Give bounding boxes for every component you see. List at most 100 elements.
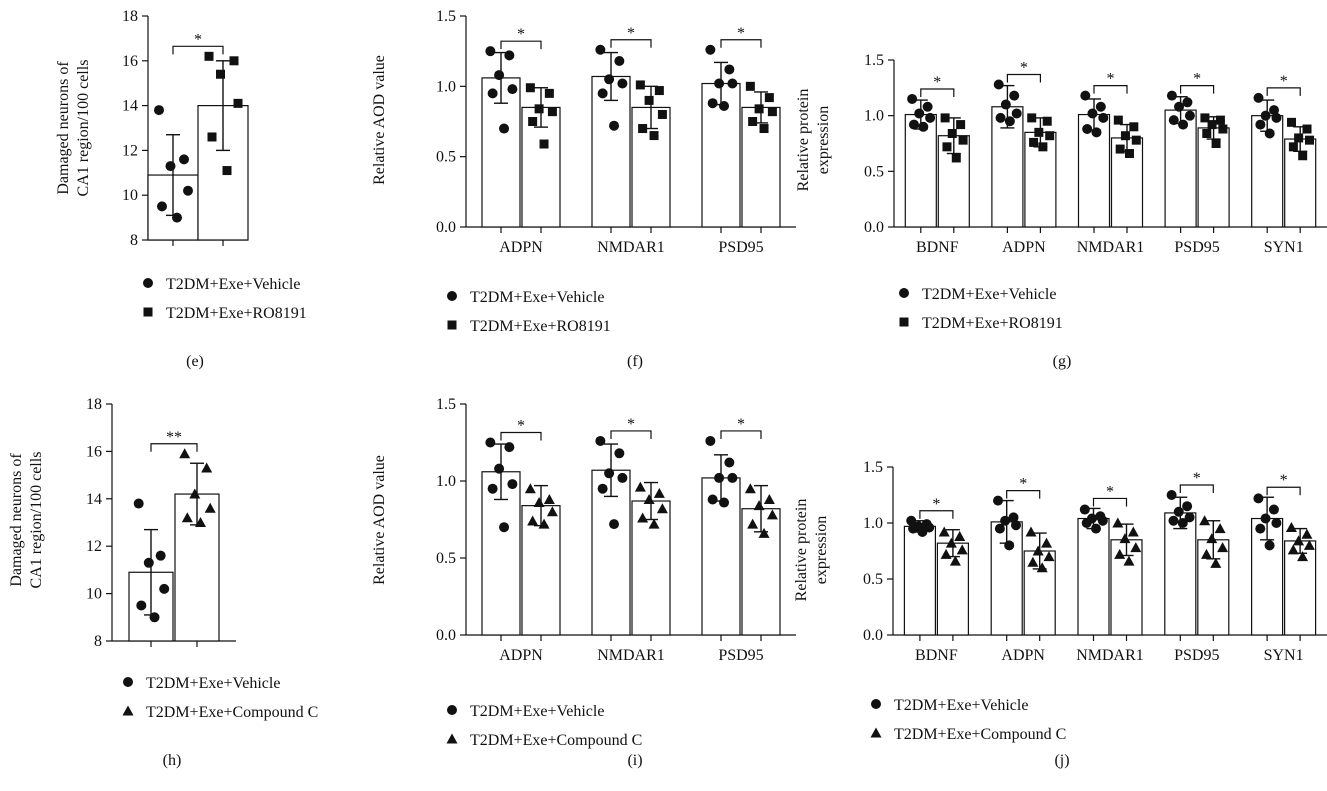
data-point (1199, 515, 1211, 526)
significance-label: * (933, 74, 941, 91)
data-point (604, 74, 615, 85)
y-tick-label: 8 (130, 232, 138, 249)
y-axis-label: Damaged neurons of CA1 region/100 cells (55, 60, 92, 197)
data-point (507, 479, 518, 490)
data-point (951, 153, 961, 163)
data-point (201, 462, 213, 473)
data-point (1027, 556, 1039, 567)
significance-bracket (1006, 490, 1041, 499)
x-tick-label: PSD95 (1174, 239, 1219, 256)
data-point (1264, 128, 1275, 139)
data-point (1000, 515, 1011, 526)
data-point (1215, 115, 1225, 125)
y-axis-label-line: Damaged neurons of (8, 453, 25, 587)
data-point (504, 442, 515, 453)
panel-label: (e) (186, 353, 204, 370)
data-point (222, 166, 232, 176)
data-point (954, 530, 966, 541)
bar (1077, 517, 1110, 636)
y-tick-label: 14 (86, 491, 102, 508)
legend-label: T2DM+Exe+RO8191 (166, 305, 307, 322)
data-point (1025, 526, 1037, 537)
data-point (1124, 149, 1134, 159)
data-point (956, 544, 968, 555)
data-point (648, 518, 660, 529)
data-point (544, 88, 554, 98)
y-tick-label: 12 (122, 142, 138, 159)
data-point (172, 212, 182, 223)
y-axis-label-line: Relative AOD value (371, 55, 388, 185)
data-point (1253, 92, 1264, 103)
data-point (595, 435, 606, 446)
data-point (907, 93, 918, 104)
x-tick-label: PSD95 (1174, 647, 1219, 664)
data-point (764, 93, 774, 103)
data-point (1297, 551, 1309, 562)
legend-label: T2DM+Exe+Vehicle (894, 697, 1028, 714)
significance-label: * (517, 26, 525, 43)
y-tick-label: 0.5 (863, 571, 883, 588)
data-point (766, 509, 778, 520)
data-point (1042, 116, 1052, 126)
data-point (543, 493, 555, 504)
y-tick-label: 0.0 (864, 219, 884, 236)
data-point (1120, 131, 1130, 141)
data-point (1287, 117, 1297, 127)
significance-label: * (1193, 470, 1201, 487)
x-tick-label: NMDAR1 (597, 239, 665, 256)
significance-label: * (1193, 71, 1201, 88)
significance-bracket (610, 430, 652, 439)
data-point (958, 135, 968, 145)
data-point (1303, 539, 1315, 550)
significance-label: * (1107, 71, 1115, 88)
data-point (1082, 124, 1093, 135)
data-point (637, 512, 649, 523)
data-point (653, 487, 665, 498)
y-tick-label: 10 (86, 586, 102, 603)
data-point (546, 506, 558, 517)
legend-label: T2DM+Exe+Vehicle (146, 675, 280, 692)
data-point (758, 527, 770, 538)
data-point (614, 56, 625, 67)
legend-label: T2DM+Exe+Vehicle (166, 276, 300, 293)
significance-label: * (627, 25, 635, 42)
data-point (1041, 537, 1053, 548)
data-point (1027, 113, 1037, 123)
data-point (1127, 526, 1139, 537)
legend-label: T2DM+Exe+Compound C (146, 704, 318, 721)
data-point (714, 472, 725, 483)
data-point (1174, 101, 1185, 112)
data-point (995, 112, 1006, 123)
data-point (1302, 124, 1312, 134)
data-point (504, 50, 515, 61)
y-tick-label: 18 (122, 8, 138, 25)
x-tick-label: ADPN (1002, 239, 1046, 256)
y-axis-label-line: CA1 region/100 cells (75, 60, 92, 197)
data-point (216, 69, 225, 79)
data-point (1200, 548, 1212, 559)
significance-label: * (1020, 59, 1028, 76)
y-tick-label: 16 (86, 443, 102, 460)
data-point (609, 519, 620, 530)
legend-marker (143, 278, 153, 288)
data-point (1206, 533, 1218, 544)
data-point (744, 483, 756, 494)
data-point (547, 107, 557, 117)
data-point (183, 185, 193, 196)
data-point (1182, 501, 1193, 512)
data-point (1271, 112, 1282, 123)
data-point (539, 139, 549, 149)
data-point (1268, 504, 1279, 515)
data-point (748, 117, 758, 126)
y-axis-label-line: expression (815, 106, 832, 174)
data-point (1130, 542, 1142, 553)
data-point (1091, 127, 1102, 138)
data-point (1081, 518, 1092, 528)
data-point (634, 481, 646, 492)
data-point (617, 78, 628, 89)
panel-label: (h) (163, 752, 182, 769)
data-point (527, 515, 539, 526)
significance-label: * (517, 418, 525, 435)
chart-panel-j: 0.0 0.5 1.0 1.5 Relative protein expression BD… (793, 459, 1327, 769)
